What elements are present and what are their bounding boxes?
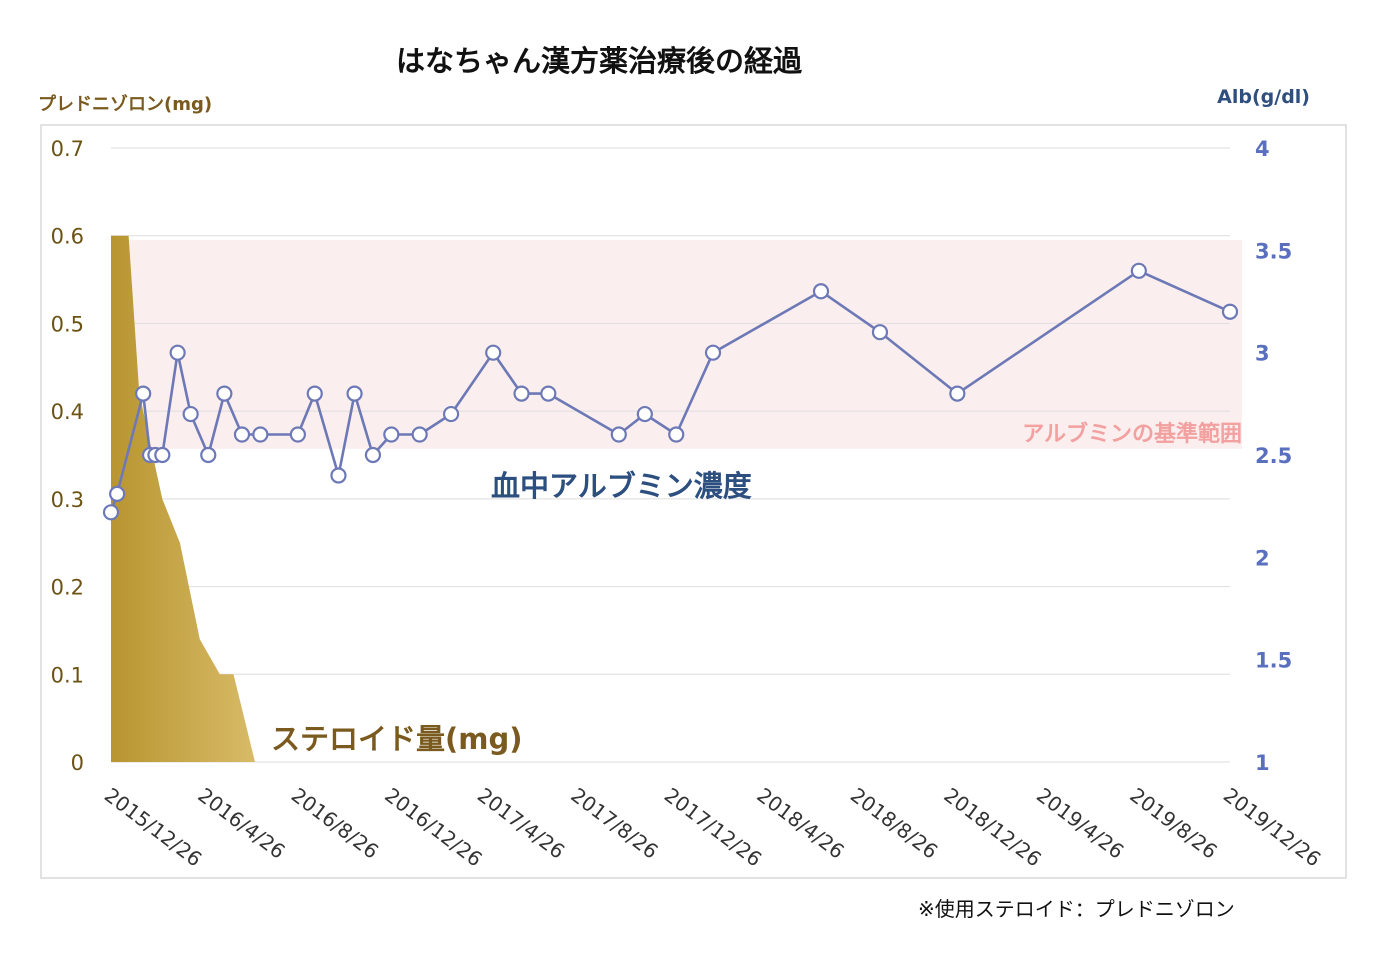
- x-tick-label: 2018/4/26: [753, 783, 849, 864]
- x-tick-label: 2016/12/26: [380, 783, 487, 872]
- x-tick-label: 2016/4/26: [193, 783, 289, 864]
- x-tick-label: 2019/8/26: [1126, 783, 1222, 864]
- footnote: ※使用ステロイド：プレドニゾロン: [918, 897, 1235, 921]
- left-tick-label: 0.6: [51, 225, 84, 249]
- right-tick-label: 1.5: [1255, 649, 1292, 673]
- albumin-point: [252, 426, 269, 443]
- albumin-point: [1221, 303, 1239, 320]
- left-tick-label: 0.4: [51, 400, 84, 424]
- reference-band-label: アルブミンの基準範囲: [1022, 421, 1242, 447]
- x-tick-label: 2015/12/26: [100, 783, 207, 872]
- albumin-point: [135, 385, 152, 402]
- albumin-point: [169, 344, 186, 361]
- albumin-point: [216, 385, 233, 402]
- albumin-point: [1130, 262, 1147, 279]
- albumin-point: [668, 426, 685, 443]
- albumin-point: [442, 405, 460, 423]
- albumin-point: [383, 426, 400, 443]
- x-tick-label: 2017/8/26: [566, 783, 662, 864]
- steroid-series-label: ステロイド量(mg): [271, 722, 523, 756]
- albumin-point: [102, 504, 120, 521]
- left-tick-label: 0.3: [51, 488, 84, 512]
- albumin-point: [200, 446, 217, 464]
- albumin-point: [109, 485, 126, 502]
- albumin-point: [812, 283, 830, 300]
- albumin-point: [289, 426, 306, 443]
- albumin-line: [109, 269, 1231, 513]
- right-tick-label: 4: [1255, 137, 1270, 161]
- x-tick-label: 2017/4/26: [473, 783, 569, 864]
- left-tick-label: 0.2: [51, 576, 84, 600]
- left-tick-label: 0.7: [51, 137, 84, 161]
- left-tick-label: 0.1: [51, 663, 84, 687]
- albumin-series-label: 血中アルブミン濃度: [491, 469, 752, 503]
- albumin-point: [540, 385, 557, 402]
- reference-band: [111, 240, 1242, 449]
- right-tick-label: 2: [1255, 546, 1270, 570]
- left-tick-label: 0: [71, 751, 84, 775]
- albumin-point: [411, 426, 428, 443]
- x-tick-label: 2019/12/26: [1219, 783, 1326, 872]
- x-tick-label: 2018/8/26: [846, 783, 942, 864]
- right-axis-unit: Alb(g/dl): [1217, 86, 1310, 108]
- albumin-point: [871, 324, 889, 341]
- albumin-point: [364, 446, 382, 464]
- albumin-point: [485, 344, 502, 361]
- chart-title: はなちゃん漢方薬治療後の経過: [396, 44, 803, 78]
- albumin-point: [154, 446, 171, 464]
- right-tick-label: 2.5: [1255, 444, 1292, 468]
- x-tick-label: 2017/12/26: [660, 783, 767, 872]
- right-tick-label: 3.5: [1255, 239, 1292, 263]
- right-tick-label: 1: [1255, 751, 1270, 775]
- albumin-point: [636, 405, 653, 423]
- right-tick-label: 3: [1255, 342, 1270, 366]
- albumin-point: [306, 385, 323, 402]
- albumin-point: [233, 426, 251, 443]
- x-tick-label: 2018/12/26: [939, 783, 1046, 872]
- chart-frame: [40, 124, 1347, 879]
- steroid-area: [111, 235, 255, 762]
- albumin-point: [610, 426, 627, 443]
- x-tick-label: 2016/8/26: [287, 783, 383, 864]
- left-tick-label: 0.5: [51, 312, 84, 336]
- x-tick-label: 2019/4/26: [1032, 783, 1128, 864]
- albumin-point: [330, 467, 347, 484]
- left-axis-unit: プレドニゾロン(mg): [38, 94, 213, 115]
- albumin-point: [346, 385, 363, 402]
- albumin-point: [704, 344, 722, 361]
- albumin-point: [182, 405, 199, 423]
- albumin-point: [513, 385, 530, 402]
- albumin-point: [949, 385, 966, 402]
